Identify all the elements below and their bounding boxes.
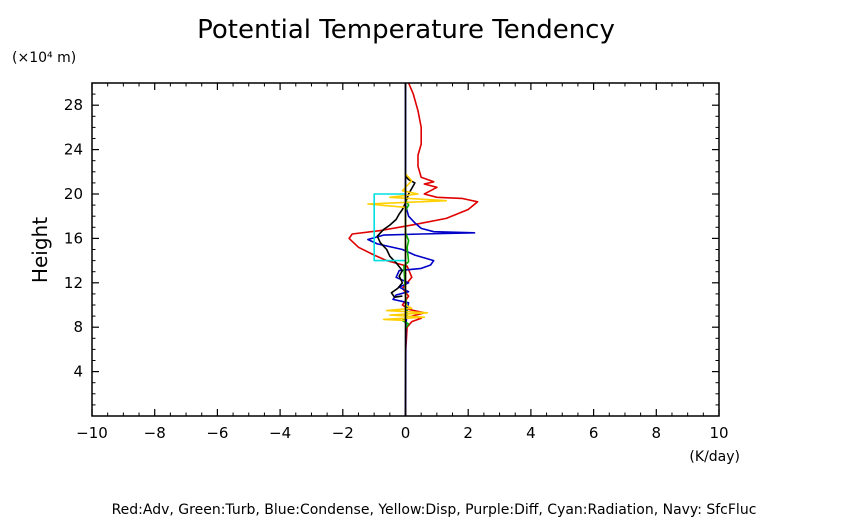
x-tick-label: −2 [332,424,354,442]
x-tick-label: 6 [589,424,599,442]
y-tick-label: 4 [73,363,83,381]
y-tick-label: 16 [64,229,83,247]
x-tick-label: 4 [526,424,536,442]
x-tick-label: −10 [76,424,108,442]
y-axis-label: Height [28,217,52,283]
series-line-0 [348,82,479,417]
y-unit-label: (×10⁴ m) [12,50,76,66]
y-tick-label: 24 [64,141,83,159]
plot-frame [91,82,720,417]
series-line-5 [373,193,406,262]
x-tick-label: 8 [652,424,662,442]
x-tick-label: 0 [401,424,411,442]
chart-title: Potential Temperature Tendency [197,15,615,45]
x-tick-label: −4 [269,424,291,442]
y-tick-label: 20 [64,185,83,203]
x-unit-label: (K/day) [689,449,740,465]
x-tick-label: −6 [206,424,228,442]
x-tick-label: 2 [463,424,473,442]
y-tick-label: 12 [64,274,83,292]
series-layer [348,82,479,417]
y-tick-label: 8 [73,318,83,336]
x-tick-label: −8 [144,424,166,442]
caption: Red:Adv, Green:Turb, Blue:Condense, Yell… [112,502,757,518]
x-tick-label: 10 [709,424,728,442]
y-tick-label: 28 [64,96,83,114]
